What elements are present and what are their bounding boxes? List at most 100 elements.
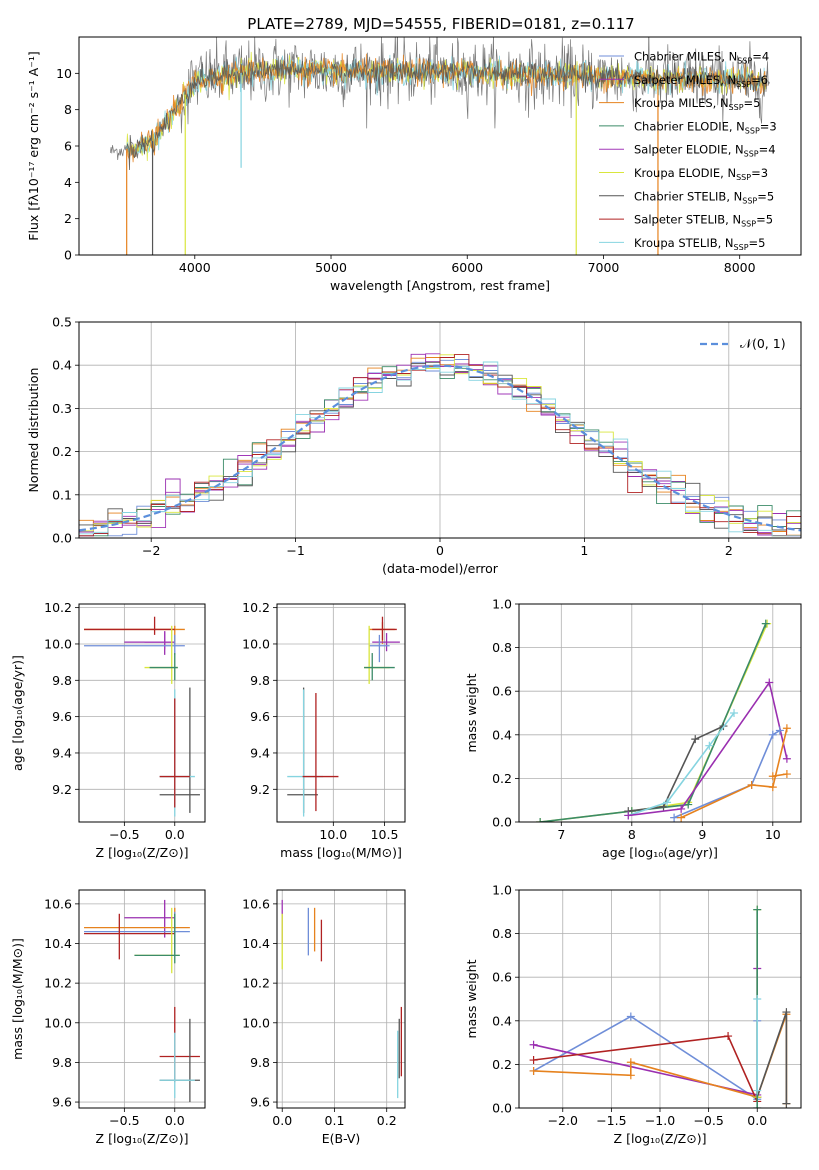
x-tick-label: 1: [580, 543, 588, 558]
legend-entry: Chabrier STELIB, NSSP=5: [634, 189, 774, 205]
x-axis-label: mass [log₁₀(M/M⊙)]: [280, 845, 402, 860]
legend-suffix: =4: [759, 143, 776, 157]
panel-age_mass: 10.0 10.5 9.2 9.4 9.6 9.8 10.0 10.2 mass [log₁₀(…: [242, 600, 406, 860]
weight-line-stelib_salpeter: [533, 1035, 758, 1102]
y-axis-label: age [log₁₀(age/yr)]: [10, 655, 25, 771]
weight-marker: [765, 678, 774, 687]
x-tick-label: 0.1: [325, 1113, 345, 1128]
x-tick-label: −2: [142, 543, 160, 558]
x-axis-label: age [log₁₀(age/yr)]: [602, 845, 718, 860]
weight-marker: [782, 1008, 791, 1017]
weight-marker: [670, 813, 679, 822]
weight-marker: [753, 1104, 762, 1108]
weight-marker: [768, 730, 777, 739]
weight-marker: [753, 995, 762, 1003]
panel-mass_ebv: 0.0 0.1 0.2 9.6 9.8 10.0 10.2 10.4 10.6 E(B-V): [242, 889, 406, 1146]
y-tick-label: 9.8: [52, 1055, 72, 1070]
legend-suffix: =5: [744, 96, 761, 110]
weight-marker: [747, 780, 756, 789]
plot-area: [536, 619, 791, 822]
weight-line-elodie_chabrier: [540, 623, 767, 822]
legend-suffix: =4: [752, 50, 769, 64]
x-tick-label: 0.0: [165, 1113, 185, 1128]
y-tick-label: 0.4: [52, 358, 72, 373]
weight-marker: [663, 798, 672, 807]
observed-spectrum-line: [109, 37, 771, 161]
residuals-legend: 𝒩(0, 1): [700, 336, 786, 351]
y-tick-label: 9.8: [52, 673, 72, 688]
y-tick-label: 4: [64, 175, 72, 190]
legend-subscript: SSP: [729, 103, 744, 112]
weight-marker: [730, 709, 739, 717]
legend-suffix: =5: [749, 236, 766, 250]
weight-line-miles_salpeter: [628, 680, 788, 817]
legend-entry: Salpeter ELODIE, NSSP=4: [634, 143, 776, 159]
weight-marker: [536, 818, 545, 822]
weight-marker: [684, 800, 693, 809]
y-tick-label: 1.0: [492, 883, 512, 898]
weight-marker: [753, 1086, 762, 1095]
panel-residuals: −2 −1 0 1 2 0.0 0.1 0.2 0.3 0.4 0.5 (data-model)/er…: [26, 315, 802, 576]
axes-frame: [276, 889, 406, 1109]
x-tick-label: −1.0: [645, 1113, 675, 1128]
y-tick-label: 9.8: [250, 673, 270, 688]
legend-entry: Salpeter STELIB, NSSP=5: [634, 213, 773, 229]
legend-entry: Kroupa MILES, NSSP=5: [634, 96, 760, 112]
y-tick-label: 0.4: [492, 727, 512, 742]
y-tick-label: 10.0: [242, 1015, 270, 1030]
weight-marker: [677, 804, 686, 813]
weight-marker: [626, 1058, 635, 1067]
x-axis-label: (data-model)/error: [382, 561, 499, 576]
y-tick-label: 9.6: [52, 1095, 72, 1110]
x-tick-label: −0.5: [109, 827, 139, 842]
y-tick-label: 10.2: [242, 976, 270, 991]
y-tick-label: 9.8: [250, 1055, 270, 1070]
y-tick-label: 9.2: [250, 782, 270, 797]
plot-area: [281, 899, 402, 1099]
y-tick-label: 10.2: [44, 600, 72, 615]
x-tick-label: −0.5: [109, 1113, 139, 1128]
weight-marker: [782, 1099, 791, 1108]
x-tick-label: 0.2: [377, 1113, 397, 1128]
plot-area: [84, 616, 200, 817]
x-tick-label: 10.5: [371, 827, 399, 842]
legend-subscript: SSP: [745, 126, 760, 135]
weight-marker: [626, 1071, 635, 1080]
legend-entry: Chabrier ELODIE, NSSP=3: [634, 119, 777, 135]
x-axis-label: Z [log₁₀(Z/Z⊙)]: [96, 1131, 189, 1146]
legend-entry: Salpeter MILES, NSSP=6: [634, 73, 768, 89]
y-tick-label: 0.8: [492, 926, 512, 941]
y-tick-label: 0.0: [492, 1101, 512, 1116]
y-tick-label: 10: [56, 66, 72, 81]
y-tick-label: 9.4: [250, 745, 270, 760]
legend-subscript: SSP: [736, 173, 751, 182]
x-tick-label: 10.0: [319, 827, 347, 842]
figure-title: PLATE=2789, MJD=54555, FIBERID=0181, z=0…: [247, 15, 634, 33]
legend-subscript: SSP: [744, 150, 759, 159]
y-tick-label: 0.2: [52, 444, 72, 459]
axes-frame: [78, 603, 206, 823]
weight-marker: [761, 619, 770, 628]
panel-mass_z: −0.5 0.0 9.6 9.8 10.0 10.2 10.4 10.6 Z [log₁₀(Z/…: [10, 889, 206, 1146]
y-tick-label: 0.3: [52, 401, 72, 416]
panel-age_z: −0.5 0.0 9.2 9.4 9.6 9.8 10.0 10.2 Z [log₁₀(Z/Z⊙…: [10, 600, 206, 860]
x-tick-label: 9: [698, 827, 706, 842]
x-axis-label: Z [log₁₀(Z/Z⊙)]: [96, 845, 189, 860]
legend-subscript: SSP: [737, 57, 752, 66]
x-tick-label: 2: [725, 543, 733, 558]
y-axis-label: Flux [fλ10⁻¹⁷ erg cm⁻² s⁻¹ A⁻¹]: [26, 51, 41, 240]
x-tick-label: −1.5: [596, 1113, 626, 1128]
y-tick-label: 1.0: [492, 597, 512, 612]
x-tick-label: 8: [628, 827, 636, 842]
panel-weight_age: 7 8 9 10 0.0 0.2 0.4 0.6 0.8 1.0 age [log₁₀(age/yr…: [464, 597, 802, 860]
weight-marker: [768, 772, 777, 781]
x-tick-label: 7: [557, 827, 565, 842]
weight-marker: [529, 1040, 538, 1049]
y-tick-label: 10.4: [242, 936, 270, 951]
weight-line-miles_kroupa: [680, 728, 788, 819]
weight-line-stelib_kroupa: [628, 712, 735, 817]
legend-subscript: SSP: [742, 196, 757, 205]
x-tick-label: 5000: [315, 260, 347, 275]
